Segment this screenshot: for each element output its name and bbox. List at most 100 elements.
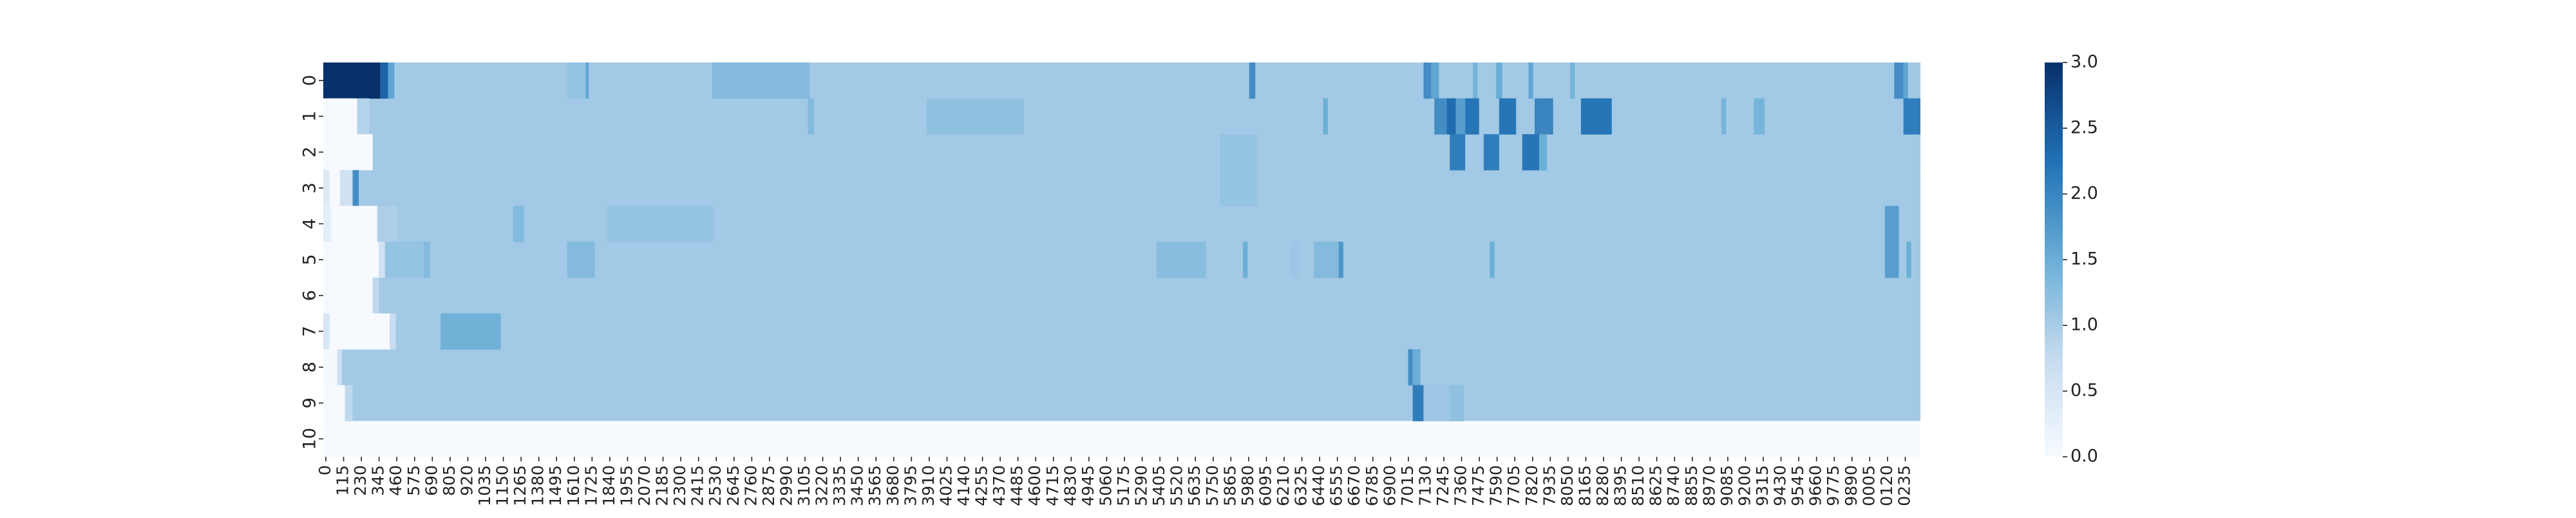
x-tick-label: 2070 bbox=[635, 465, 654, 506]
heatmap-cell bbox=[1884, 206, 1899, 242]
x-tick-label: 9200 bbox=[1735, 465, 1754, 506]
heatmap-row-3 bbox=[323, 169, 1920, 207]
x-tick-label: 7130 bbox=[1416, 465, 1434, 506]
x-tick-label: 460 bbox=[386, 465, 405, 496]
x-tick-label: 7705 bbox=[1504, 465, 1523, 506]
colorbar-tick-label: 1.5 bbox=[2070, 249, 2098, 269]
heatmap-cell bbox=[440, 313, 501, 350]
y-tick-label: 9 bbox=[300, 398, 320, 408]
heatmap-cell bbox=[329, 313, 390, 350]
x-tick-label: 6210 bbox=[1274, 465, 1293, 506]
heatmap-cell bbox=[808, 98, 814, 135]
heatmap-cell bbox=[1522, 134, 1540, 171]
y-tick-label: 6 bbox=[300, 290, 320, 301]
heatmap-cell bbox=[352, 169, 359, 207]
x-tick-label: 920 bbox=[457, 465, 476, 496]
x-tick-label: 9890 bbox=[1842, 465, 1861, 506]
heatmap-cell bbox=[380, 62, 388, 99]
x-tick-label: 4600 bbox=[1025, 465, 1044, 506]
colorbar-tick-label: 2.5 bbox=[2070, 118, 2098, 138]
x-tick-label: 5290 bbox=[1132, 465, 1151, 506]
heatmap-cell bbox=[1534, 98, 1553, 135]
heatmap-cell bbox=[1314, 242, 1339, 278]
colorbar-tick-label: 0.0 bbox=[2070, 446, 2098, 466]
x-tick-label: 7360 bbox=[1452, 465, 1470, 506]
x-tick-label: 9545 bbox=[1788, 465, 1807, 506]
x-tick-label: 3450 bbox=[848, 465, 867, 506]
x-tick-label: 1035 bbox=[475, 465, 494, 506]
x-tick-label: 1380 bbox=[529, 465, 547, 506]
heatmap-cell bbox=[323, 385, 345, 421]
x-tick-label: 8510 bbox=[1629, 465, 1647, 506]
y-tick-label: 1 bbox=[300, 111, 320, 122]
heatmap-cell bbox=[1434, 98, 1447, 135]
heatmap-cell bbox=[323, 62, 381, 99]
heatmap-cell bbox=[1291, 242, 1300, 278]
x-tick-label: 4945 bbox=[1079, 465, 1097, 506]
x-tick-label: 6440 bbox=[1309, 465, 1328, 506]
x-tick-label: 4255 bbox=[972, 465, 991, 506]
x-tick-label: 8625 bbox=[1647, 465, 1665, 506]
heatmap-cell bbox=[323, 277, 373, 314]
x-tick-label: 5175 bbox=[1114, 465, 1133, 506]
x-tick-label: 1840 bbox=[600, 465, 618, 506]
x-tick-label: 2760 bbox=[741, 465, 760, 506]
heatmap-cell bbox=[1220, 169, 1257, 207]
heatmap-cell bbox=[330, 206, 377, 242]
x-tick-label: 2875 bbox=[759, 465, 778, 506]
x-tick-label: 6900 bbox=[1380, 465, 1399, 506]
heatmap-cell bbox=[1249, 62, 1256, 99]
y-tick-label: 10 bbox=[300, 428, 320, 450]
x-tick-label: 9085 bbox=[1718, 465, 1736, 506]
heatmap-cell bbox=[1450, 134, 1466, 171]
heatmap-cell bbox=[926, 98, 1024, 135]
heatmap-cell bbox=[377, 206, 398, 242]
heatmap-cell bbox=[1423, 62, 1432, 99]
x-tick-label: 1265 bbox=[511, 465, 529, 506]
x-tick-label: 8165 bbox=[1575, 465, 1594, 506]
x-tick-label: 5750 bbox=[1203, 465, 1222, 506]
x-tick-label: 2645 bbox=[724, 465, 743, 506]
x-tick-label: 115 bbox=[334, 465, 352, 496]
heatmap-cell bbox=[337, 349, 342, 386]
x-axis: 0115230345460575690805920103511501265138… bbox=[316, 457, 1913, 506]
x-tick-label: 1610 bbox=[564, 465, 583, 506]
x-tick-label: 345 bbox=[369, 465, 388, 496]
x-tick-label: 7820 bbox=[1522, 465, 1541, 506]
x-tick-label: 6095 bbox=[1256, 465, 1274, 506]
heatmap-cell bbox=[1570, 62, 1575, 99]
y-tick-label: 3 bbox=[300, 182, 320, 193]
heatmap-cell bbox=[712, 62, 810, 99]
x-tick-label: 0 bbox=[316, 465, 334, 475]
x-tick-label: 9430 bbox=[1771, 465, 1790, 506]
heatmap-row-0 bbox=[323, 62, 1920, 99]
x-tick-label: 3910 bbox=[919, 465, 938, 506]
heatmap-cell bbox=[1721, 98, 1727, 135]
x-tick-label: 5865 bbox=[1220, 465, 1239, 506]
heatmap-cell bbox=[323, 313, 330, 350]
heatmap-row-5 bbox=[323, 242, 1920, 278]
x-tick-label: 9315 bbox=[1753, 465, 1772, 506]
x-tick-label: 2300 bbox=[670, 465, 689, 506]
heatmap-cell bbox=[1490, 242, 1495, 278]
heatmap-cell bbox=[1412, 349, 1421, 386]
heatmap-cell bbox=[323, 134, 373, 171]
x-tick-label: 4025 bbox=[936, 465, 955, 506]
heatmap-cell bbox=[379, 242, 385, 278]
x-tick-label: 5060 bbox=[1096, 465, 1115, 506]
x-tick-label: 8050 bbox=[1558, 465, 1577, 506]
x-tick-label: 4140 bbox=[954, 465, 973, 506]
x-tick-label: 3220 bbox=[813, 465, 831, 506]
heatmap-cell bbox=[1483, 134, 1499, 171]
x-tick-label: 0235 bbox=[1895, 465, 1913, 506]
heatmap-cell bbox=[607, 206, 714, 242]
heatmap-cell bbox=[1408, 349, 1413, 386]
colorbar: 0.0 0.5 1.0 1.5 2.0 2.5 3.0 bbox=[2045, 52, 2098, 466]
heatmap-cell bbox=[1465, 98, 1479, 135]
heatmap-cell bbox=[1539, 134, 1548, 171]
heatmap-row-6 bbox=[323, 277, 1920, 314]
x-tick-label: 805 bbox=[440, 465, 459, 496]
heatmap-cell bbox=[1528, 62, 1533, 99]
heatmap-cell bbox=[323, 98, 357, 135]
